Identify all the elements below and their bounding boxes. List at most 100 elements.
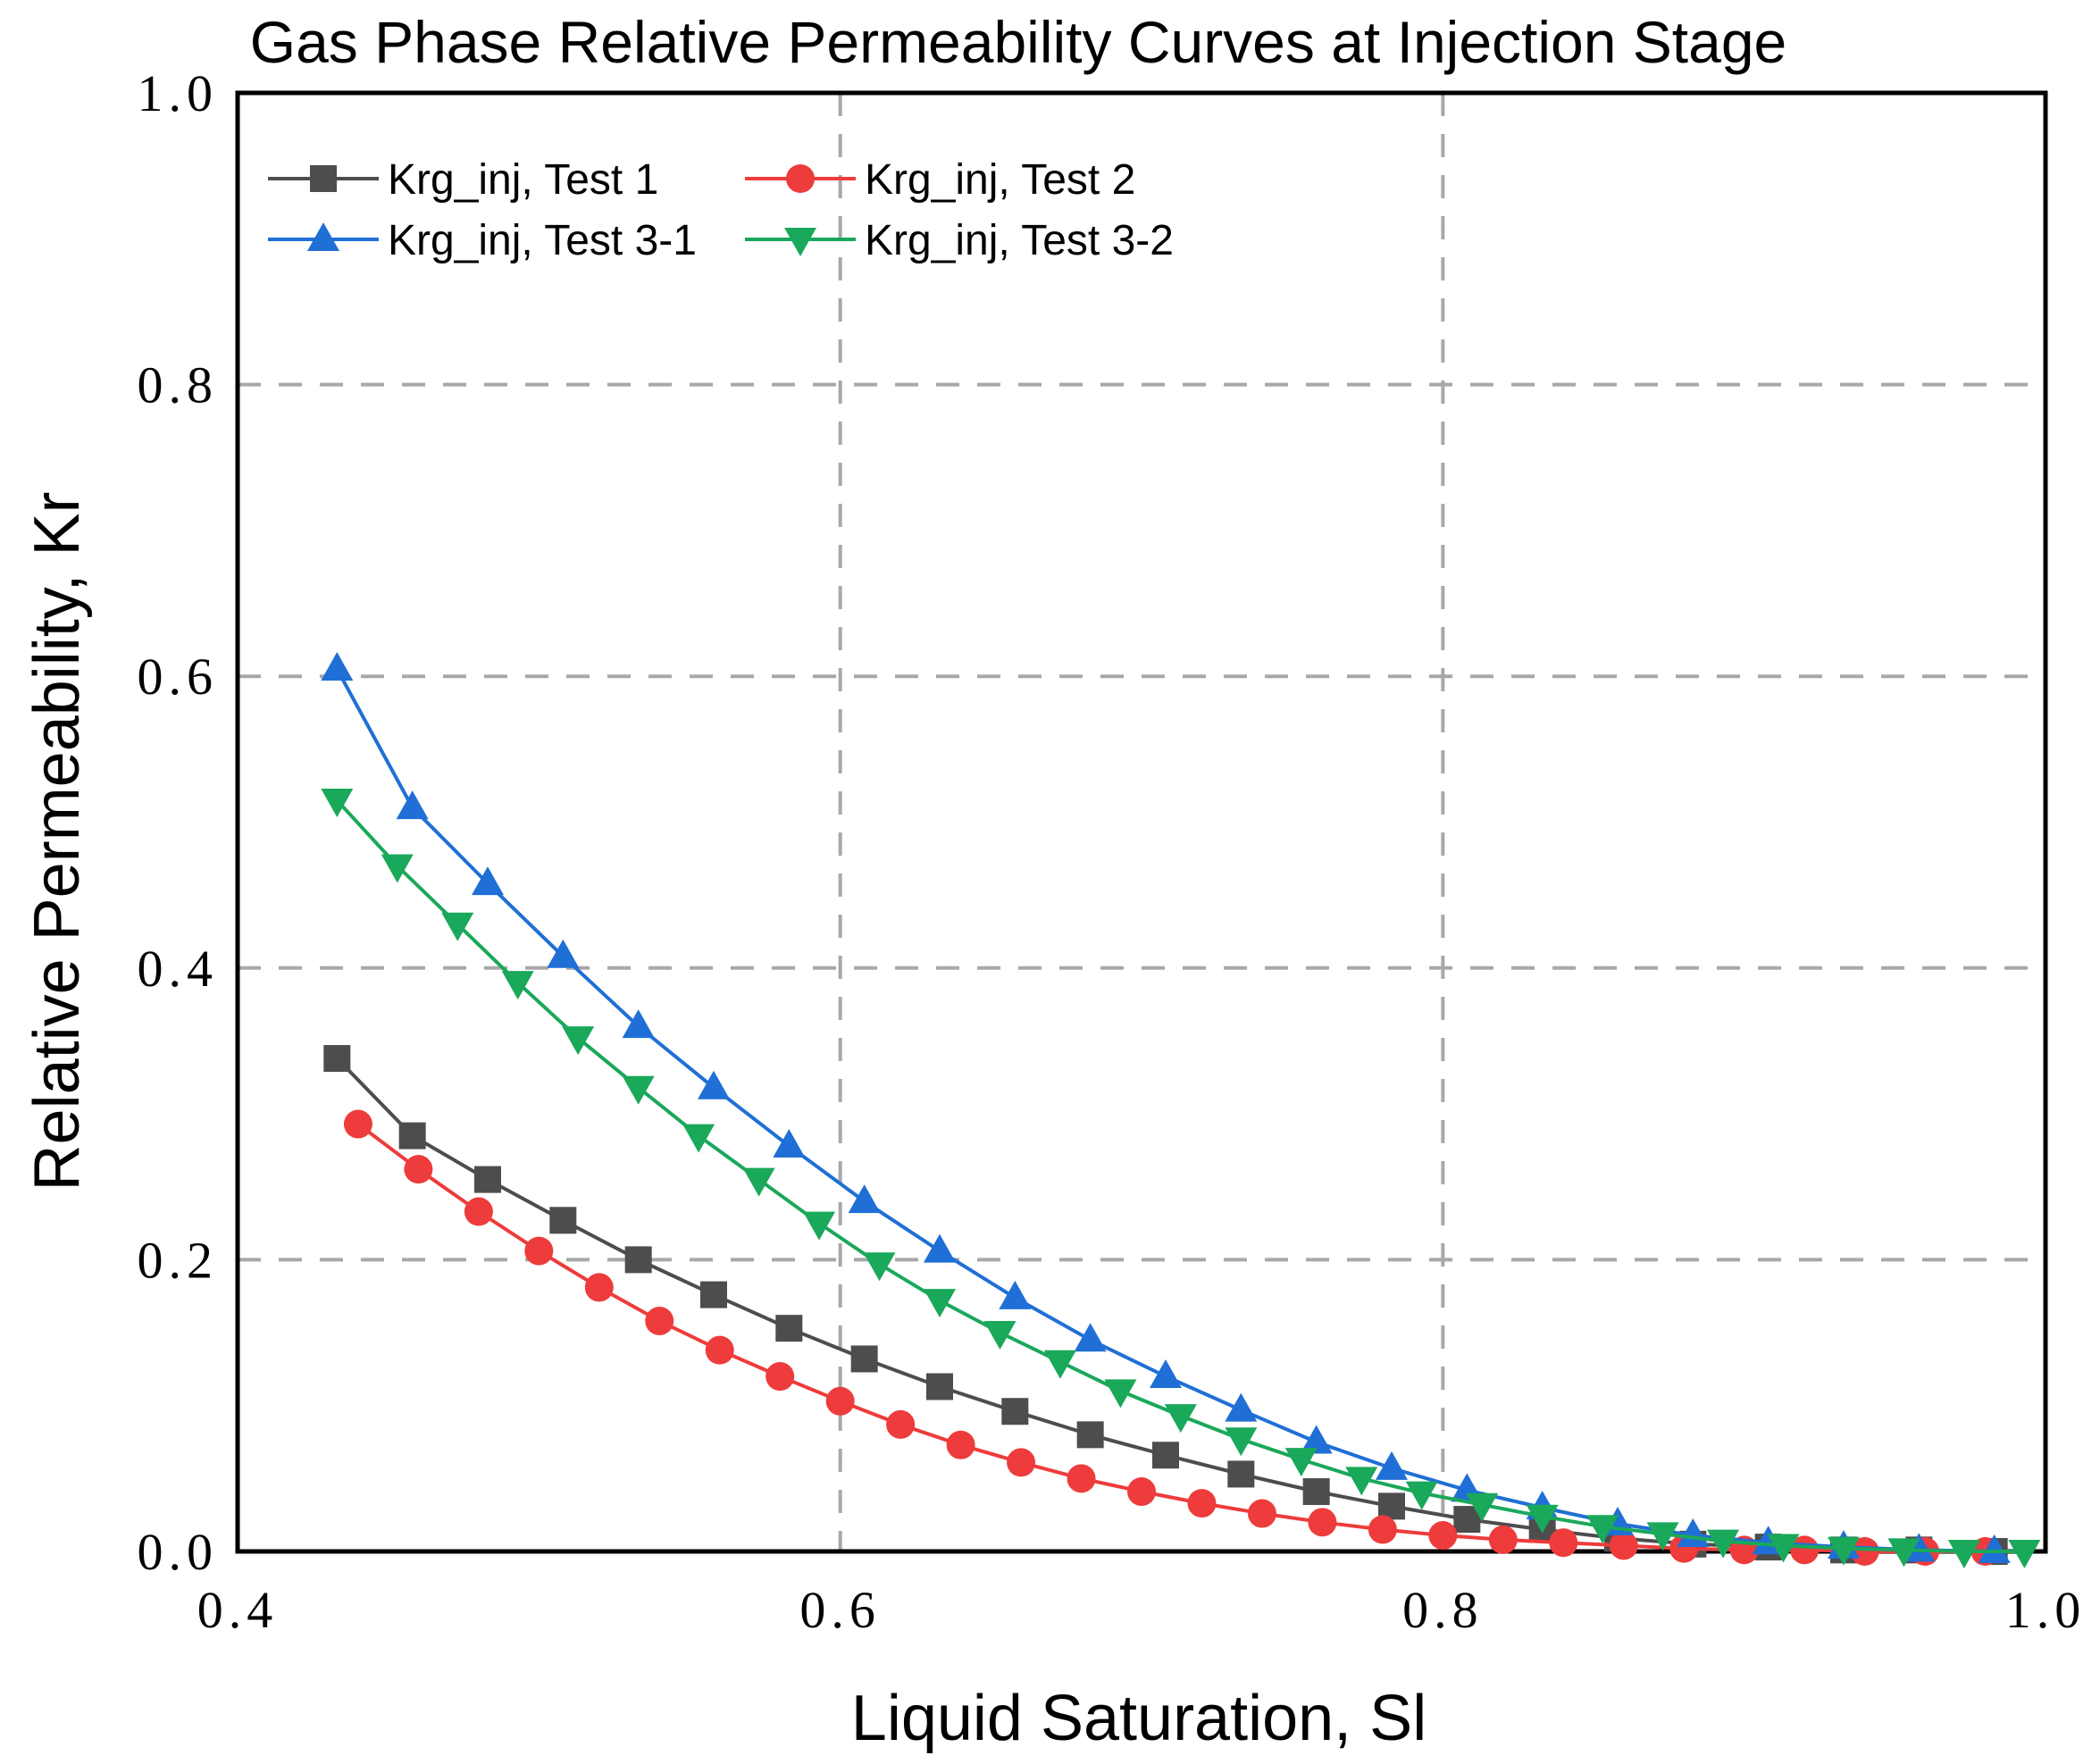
data-point [1067, 1464, 1096, 1493]
data-point [1001, 1398, 1029, 1425]
data-point [343, 1109, 372, 1139]
series-line [335, 1057, 1995, 1553]
y-tick-label: 0.2 [138, 1231, 219, 1289]
y-tick-label: 0.4 [138, 940, 219, 998]
data-point [473, 1166, 501, 1193]
x-axis-label: Liquid Saturation, Sl [851, 1683, 1426, 1754]
data-point [1375, 1450, 1408, 1480]
data-point [1428, 1521, 1458, 1551]
legend-item: Krg_inj, Test 1 [268, 156, 658, 204]
data-point [923, 1233, 956, 1263]
data-point [742, 1167, 775, 1197]
legend-label: Krg_inj, Test 3-1 [388, 217, 697, 264]
legend-item: Krg_inj, Test 3-2 [745, 217, 1174, 264]
data-point [1227, 1460, 1255, 1488]
data-point [1074, 1323, 1107, 1352]
series-1 [323, 1045, 2008, 1565]
data-point [775, 1315, 803, 1342]
data-point [524, 1236, 554, 1266]
series-3 [321, 652, 2011, 1563]
data-point [1043, 1350, 1076, 1379]
data-point [699, 1281, 727, 1308]
data-point [1076, 1421, 1104, 1449]
data-point [1827, 1536, 1860, 1566]
data-point [396, 790, 429, 820]
data-point [766, 1362, 795, 1392]
data-point [1947, 1540, 1980, 1568]
data-point [705, 1335, 734, 1365]
data-point [925, 1373, 953, 1400]
data-point [1151, 1442, 1179, 1469]
data-point [622, 1009, 655, 1039]
y-tick-label: 0.8 [138, 356, 219, 414]
data-point [1300, 1425, 1333, 1454]
y-tick-label: 0.6 [138, 648, 219, 706]
data-point [863, 1252, 896, 1282]
data-point [999, 1280, 1032, 1309]
series-line [356, 1122, 1986, 1553]
data-point [825, 1386, 855, 1416]
data-point [404, 1155, 433, 1184]
data-point [1707, 1529, 1740, 1559]
data-point [321, 789, 354, 818]
data-point [549, 1207, 577, 1234]
data-point [923, 1289, 956, 1318]
series-line [335, 668, 1995, 1553]
data-point [1007, 1448, 1036, 1477]
data-point [622, 1075, 655, 1105]
data-point [682, 1124, 715, 1153]
data-point [773, 1129, 806, 1158]
data-point [1187, 1489, 1217, 1518]
legend-marker [786, 164, 815, 193]
x-tick-label: 0.6 [799, 1581, 881, 1639]
legend-marker [307, 222, 339, 251]
data-point [562, 1026, 595, 1056]
data-point [323, 1045, 351, 1073]
data-point [1466, 1492, 1499, 1522]
data-point [1127, 1477, 1156, 1507]
legend-label: Krg_inj, Test 1 [388, 156, 658, 204]
y-tick-label: 0.0 [138, 1523, 219, 1581]
data-point [1488, 1525, 1518, 1554]
y-tick-label: 1.0 [138, 64, 219, 122]
data-point [584, 1273, 614, 1302]
x-tick-label: 0.4 [197, 1581, 279, 1639]
x-tick-label: 0.8 [1402, 1581, 1484, 1639]
data-point [547, 939, 580, 968]
data-point [1164, 1404, 1197, 1434]
data-point [983, 1321, 1017, 1350]
data-point [1247, 1499, 1276, 1528]
data-point [1104, 1379, 1137, 1409]
data-point [1225, 1427, 1258, 1457]
data-point [1526, 1504, 1559, 1534]
series-4 [321, 789, 2041, 1568]
data-point [1646, 1522, 1679, 1551]
data-point [1368, 1515, 1397, 1544]
data-point [398, 1122, 426, 1150]
legend-marker [784, 228, 816, 256]
legend-label: Krg_inj, Test 3-2 [865, 217, 1174, 264]
data-point [1405, 1481, 1438, 1510]
series-layer [321, 652, 2041, 1568]
data-point [1609, 1531, 1638, 1560]
plot-frame [235, 90, 2048, 1554]
data-point [1284, 1448, 1318, 1477]
data-point [464, 1197, 493, 1226]
data-point [501, 971, 534, 1000]
legend-marker [310, 165, 337, 192]
data-point [441, 912, 474, 941]
data-point [2008, 1540, 2041, 1568]
data-point [848, 1184, 881, 1214]
legend-label: Krg_inj, Test 2 [865, 156, 1135, 204]
data-point [321, 652, 354, 681]
data-point [1225, 1392, 1258, 1422]
data-point [697, 1070, 730, 1099]
x-tick-label: 1.0 [2005, 1581, 2087, 1639]
data-point [1302, 1478, 1330, 1506]
data-point [1887, 1538, 1920, 1568]
data-point [645, 1306, 674, 1335]
data-point [1345, 1467, 1378, 1496]
tick-layer: 0.4 0.6 0.8 1.0 0.0 0.2 0.4 0.6 0.8 1.0 [138, 64, 2087, 1639]
